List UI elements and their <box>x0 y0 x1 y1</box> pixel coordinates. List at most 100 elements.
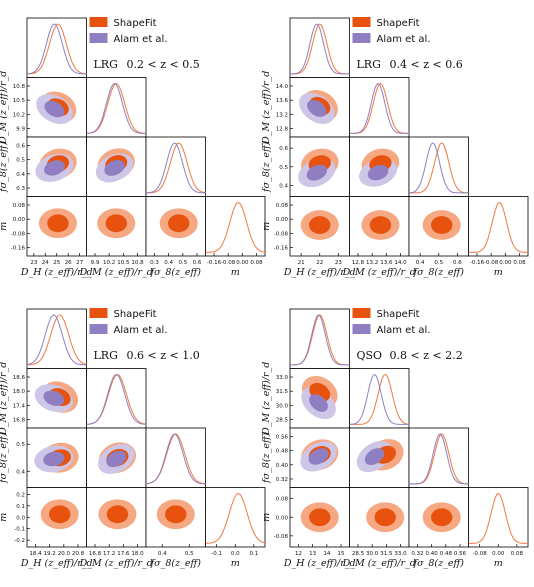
alam-marginal-curve <box>290 314 350 366</box>
alam-marginal-curve <box>86 373 147 425</box>
shapefit-marginal-curve <box>409 142 469 194</box>
y-axis-label-dm: D_M (z_eff)/r_d <box>261 362 272 436</box>
tracer-label: LRG <box>94 349 118 362</box>
y-tick-label-dm: 10.8 <box>13 84 26 90</box>
corner-plot-1: 23 24 25 26 27 9.9 10.2 10.5 10.8 0.3 0.4 0.5 0.6 -0.… <box>0 17 266 278</box>
shapefit-marginal-curve <box>26 23 87 75</box>
y-tick-label-dm: 30.0 <box>276 403 289 409</box>
cell-dm-dh <box>26 77 87 138</box>
x-tick-label-dh: 26 <box>65 260 72 266</box>
redshift-range-label: 0.6 < z < 1.0 <box>127 349 200 362</box>
y-axis-label-m: m <box>261 222 272 231</box>
cell-frame <box>468 487 529 548</box>
y-tick-label-m: 0.08 <box>276 497 289 503</box>
cell-frame <box>289 308 350 369</box>
x-tick-label-m: -0.16 <box>470 260 485 266</box>
x-tick-label-m: -0.08 <box>484 260 499 266</box>
cell-m-dm <box>349 487 410 548</box>
alam-1sigma-contour <box>44 100 65 118</box>
x-tick-label-dm: 30.0 <box>366 551 379 557</box>
cell-dm-dm <box>349 77 410 138</box>
x-tick-label-dm: 17.2 <box>103 551 115 557</box>
y-axis-label-m: m <box>0 513 9 522</box>
x-tick-label-fs: 0.6 <box>453 260 462 266</box>
cell-m-m <box>468 196 529 257</box>
cell-m-dm <box>86 487 147 548</box>
x-tick-label-m: -0.1 <box>211 551 222 557</box>
x-tick-label-fs: 0.4 <box>158 551 167 557</box>
cell-fs-dm <box>86 136 147 197</box>
y-tick-label-dm: 16.8 <box>13 418 26 424</box>
x-tick-label-dm: 17.6 <box>117 551 130 557</box>
x-tick-label-dh: 14 <box>323 551 330 557</box>
x-tick-label-dh: 18.4 <box>29 551 42 557</box>
x-tick-label-dh: 19.2 <box>44 551 56 557</box>
y-tick-label-dm: 17.4 <box>13 403 26 409</box>
cell-m-m <box>205 196 266 257</box>
tracer-label: LRG <box>94 58 118 71</box>
x-axis-label-fs: fσ_8(z_eff) <box>150 558 202 569</box>
x-tick-label-dh: 13 <box>309 551 316 557</box>
x-tick-label-dh: 23 <box>30 260 37 266</box>
alam-1sigma-contour <box>106 450 127 468</box>
x-tick-label-fs: 0.56 <box>454 551 467 557</box>
y-axis-label-dm: D_M (z_eff)/r_d <box>0 71 9 145</box>
alam-marginal-curve <box>145 433 206 485</box>
alam-1sigma-contour <box>306 164 327 181</box>
y-tick-label-dm: 18.0 <box>13 389 26 395</box>
cell-frame <box>86 77 147 138</box>
x-tick-label-m: 0.00 <box>492 551 505 557</box>
y-tick-label-fs: 0.4 <box>16 469 25 475</box>
legend-alam-swatch <box>352 324 371 334</box>
shapefit-marginal-curve <box>468 492 528 544</box>
y-axis-label-fs: fσ_8(z_eff) <box>261 141 272 193</box>
x-tick-label-dm: 9.9 <box>91 260 100 266</box>
y-tick-label-dm: 10.5 <box>13 98 26 104</box>
x-tick-label-dm: 12.8 <box>352 260 365 266</box>
legend-alam-swatch <box>352 33 371 43</box>
y-axis-label-m: m <box>261 513 272 522</box>
y-axis-label-m: m <box>0 222 9 231</box>
alam-marginal-curve <box>349 82 409 134</box>
y-tick-label-fs: 0.6 <box>16 144 25 150</box>
y-tick-label-m: -0.1 <box>14 527 25 533</box>
alam-1sigma-contour <box>309 394 328 412</box>
x-axis-label-m: m <box>231 267 240 278</box>
x-tick-label-fs: 0.4 <box>416 260 425 266</box>
x-tick-label-fs: 0.40 <box>426 551 439 557</box>
x-axis-label-fs: fσ_8(z_eff) <box>413 558 465 569</box>
x-tick-label-dm: 13.2 <box>366 260 378 266</box>
x-tick-label-fs: 0.5 <box>178 260 187 266</box>
cell-fs-dh <box>26 427 87 488</box>
x-tick-label-dm: 28.5 <box>352 551 365 557</box>
shapefit-1sigma-contour <box>431 508 453 527</box>
legend-shapefit-swatch <box>89 17 108 27</box>
alam-marginal-curve <box>26 23 87 75</box>
x-axis-label-m: m <box>494 267 503 278</box>
x-tick-label-m: -0.08 <box>473 551 488 557</box>
x-tick-label-dh: 15 <box>338 551 345 557</box>
cell-frame <box>468 196 529 257</box>
x-axis-label-dm: D_M (z_eff)/r_d <box>342 558 416 569</box>
shapefit-1sigma-contour <box>106 505 129 524</box>
x-tick-label-fs: 0.6 <box>193 260 202 266</box>
x-axis-label-dm: D_M (z_eff)/r_d <box>79 267 153 278</box>
alam-1sigma-contour <box>308 448 329 465</box>
cell-m-fs <box>145 196 206 257</box>
cell-dm-dm <box>86 77 147 138</box>
alam-1sigma-contour <box>43 451 65 467</box>
x-tick-label-dh: 20.0 <box>58 551 71 557</box>
x-tick-label-dh: 20.8 <box>72 551 85 557</box>
cell-dh-dh <box>289 17 350 78</box>
redshift-range-label: 0.8 < z < 2.2 <box>390 349 463 362</box>
cell-fs-fs <box>408 427 469 488</box>
alam-marginal-curve <box>409 433 469 485</box>
y-tick-label-dm: 10.2 <box>13 112 25 118</box>
x-axis-label-dh: D_H (z_eff)/r_d <box>20 267 93 278</box>
cell-dh-dh <box>26 17 87 78</box>
shapefit-marginal-curve <box>290 23 350 75</box>
alam-1sigma-contour <box>43 390 65 406</box>
alam-1sigma-contour <box>104 160 125 176</box>
legend-alam-label: Alam et al. <box>377 34 431 45</box>
